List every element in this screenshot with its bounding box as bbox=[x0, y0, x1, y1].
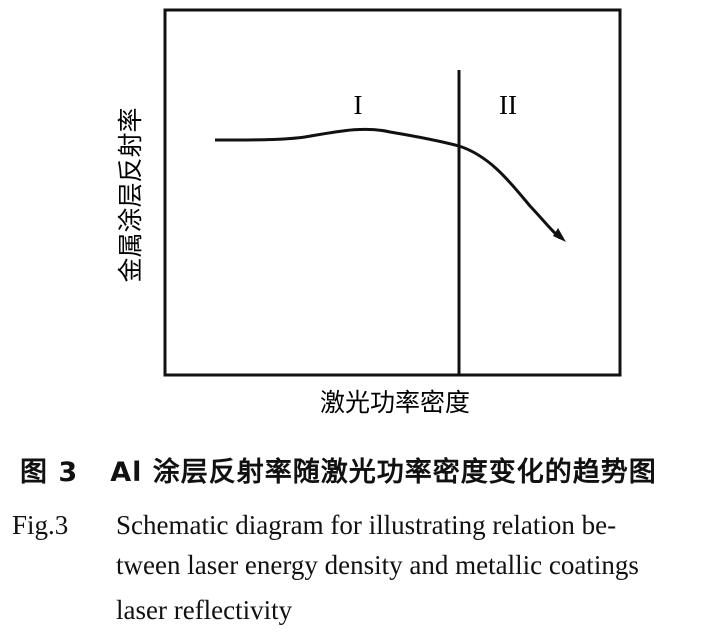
reflectivity-diagram: I II 金属涂层反射率 激光功率密度 bbox=[116, 8, 622, 417]
x-axis-label: 激光功率密度 bbox=[320, 388, 470, 417]
caption-cn-text: Al 涂层反射率随激光功率密度变化的趋势图 bbox=[110, 457, 657, 488]
diagram-frame bbox=[163, 8, 622, 377]
caption-en-label: Fig.3 bbox=[12, 510, 69, 540]
reflectivity-curve bbox=[214, 127, 561, 240]
region-2-label: II bbox=[499, 90, 517, 120]
caption-english-line-1: Fig.3 Schematic diagram for illustrating … bbox=[12, 510, 616, 541]
caption-english-line-2: tween laser energy density and metallic … bbox=[116, 550, 639, 580]
caption-cn-label: 图 3 bbox=[20, 457, 79, 488]
region-1-label: I bbox=[354, 90, 363, 120]
caption-en-line1: Schematic diagram for illustrating relat… bbox=[116, 510, 617, 540]
caption-english-line-3: laser reflectivity bbox=[116, 595, 293, 625]
y-axis-label: 金属涂层反射率 bbox=[116, 107, 145, 282]
curve-arrowhead bbox=[553, 228, 566, 242]
caption-chinese: 图 3 Al 涂层反射率随激光功率密度变化的趋势图 bbox=[20, 450, 657, 489]
